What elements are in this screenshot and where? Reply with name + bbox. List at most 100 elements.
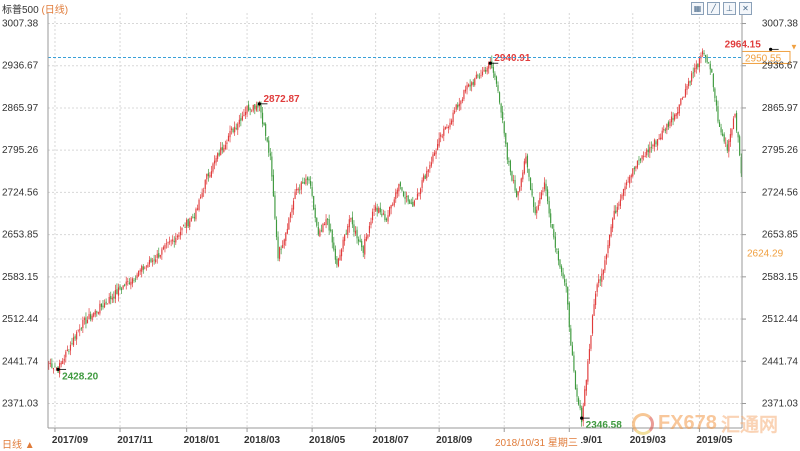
candle[interactable]: [655, 139, 657, 148]
candle[interactable]: [622, 188, 625, 200]
candle[interactable]: [291, 204, 293, 219]
candle[interactable]: [241, 111, 243, 122]
candle[interactable]: [551, 224, 553, 230]
candle[interactable]: [155, 255, 157, 264]
candle[interactable]: [726, 140, 728, 154]
candle[interactable]: [322, 222, 324, 233]
candle[interactable]: [443, 125, 445, 142]
candle[interactable]: [302, 177, 304, 184]
candle[interactable]: [340, 248, 343, 261]
candle[interactable]: [463, 89, 465, 102]
candle[interactable]: [370, 217, 372, 229]
candle[interactable]: [505, 132, 507, 147]
candle[interactable]: [119, 284, 121, 290]
candle[interactable]: [461, 97, 463, 104]
candle[interactable]: [522, 169, 524, 183]
candle[interactable]: [76, 330, 78, 345]
candle[interactable]: [464, 85, 467, 94]
candle[interactable]: [161, 247, 163, 260]
candle[interactable]: [232, 127, 234, 134]
candle[interactable]: [387, 210, 389, 225]
candle[interactable]: [705, 54, 707, 63]
candle[interactable]: [722, 129, 724, 137]
candle[interactable]: [158, 247, 160, 259]
candle[interactable]: [416, 188, 419, 200]
candle[interactable]: [181, 227, 183, 236]
candle[interactable]: [297, 187, 299, 194]
candle[interactable]: [339, 249, 341, 261]
candle[interactable]: [218, 149, 220, 157]
candle[interactable]: [419, 187, 422, 200]
candle[interactable]: [472, 79, 474, 87]
candle[interactable]: [134, 275, 137, 283]
candle[interactable]: [550, 208, 552, 228]
candle[interactable]: [364, 234, 366, 259]
candle[interactable]: [497, 81, 499, 94]
candle[interactable]: [238, 114, 240, 128]
candle[interactable]: [221, 142, 223, 154]
candle[interactable]: [455, 103, 457, 112]
candle[interactable]: [348, 215, 350, 233]
candle[interactable]: [599, 275, 601, 287]
candle[interactable]: [162, 245, 164, 251]
candle[interactable]: [737, 131, 739, 143]
candle[interactable]: [187, 218, 189, 229]
candle[interactable]: [169, 236, 171, 245]
candle[interactable]: [100, 303, 103, 311]
candle[interactable]: [306, 176, 309, 186]
candle[interactable]: [564, 274, 566, 286]
candle[interactable]: [480, 69, 482, 79]
candle[interactable]: [190, 216, 192, 222]
candle[interactable]: [571, 341, 573, 356]
candle[interactable]: [596, 282, 598, 297]
candle[interactable]: [526, 153, 529, 173]
candle[interactable]: [548, 196, 550, 218]
candle[interactable]: [261, 107, 264, 128]
candle[interactable]: [492, 62, 494, 78]
candle[interactable]: [121, 286, 123, 295]
candle[interactable]: [423, 173, 425, 183]
candle[interactable]: [534, 202, 536, 216]
candle[interactable]: [367, 234, 369, 240]
candle[interactable]: [608, 234, 611, 249]
candle[interactable]: [618, 201, 620, 210]
candle[interactable]: [279, 246, 281, 262]
candle[interactable]: [412, 196, 414, 207]
candle[interactable]: [652, 143, 654, 150]
candle[interactable]: [139, 268, 141, 275]
candle[interactable]: [454, 107, 456, 115]
candle[interactable]: [51, 358, 53, 369]
candle[interactable]: [612, 217, 614, 233]
candle[interactable]: [577, 396, 580, 406]
candle[interactable]: [229, 125, 231, 143]
candle[interactable]: [559, 259, 561, 270]
candle[interactable]: [378, 206, 380, 214]
candle[interactable]: [226, 139, 228, 150]
candle[interactable]: [176, 234, 178, 241]
candle[interactable]: [337, 257, 340, 268]
candle[interactable]: [500, 102, 502, 119]
candle[interactable]: [486, 66, 488, 75]
candle[interactable]: [334, 245, 336, 264]
candle[interactable]: [494, 71, 496, 81]
candle[interactable]: [274, 191, 276, 220]
candle[interactable]: [604, 255, 606, 273]
candle[interactable]: [235, 123, 237, 131]
candle[interactable]: [195, 207, 197, 222]
candle[interactable]: [192, 213, 194, 219]
candle[interactable]: [545, 179, 547, 197]
candle[interactable]: [630, 173, 632, 183]
candle[interactable]: [96, 310, 98, 317]
candle[interactable]: [587, 359, 589, 385]
candle[interactable]: [677, 106, 679, 119]
candle[interactable]: [446, 124, 448, 129]
candle[interactable]: [636, 160, 639, 170]
candle[interactable]: [520, 177, 522, 191]
candle[interactable]: [345, 229, 347, 235]
candle[interactable]: [110, 291, 112, 305]
period-toggle[interactable]: 日线 ▲: [2, 440, 35, 451]
candle[interactable]: [66, 345, 68, 352]
candle[interactable]: [595, 290, 597, 310]
candle[interactable]: [210, 165, 213, 178]
candle[interactable]: [557, 248, 560, 266]
